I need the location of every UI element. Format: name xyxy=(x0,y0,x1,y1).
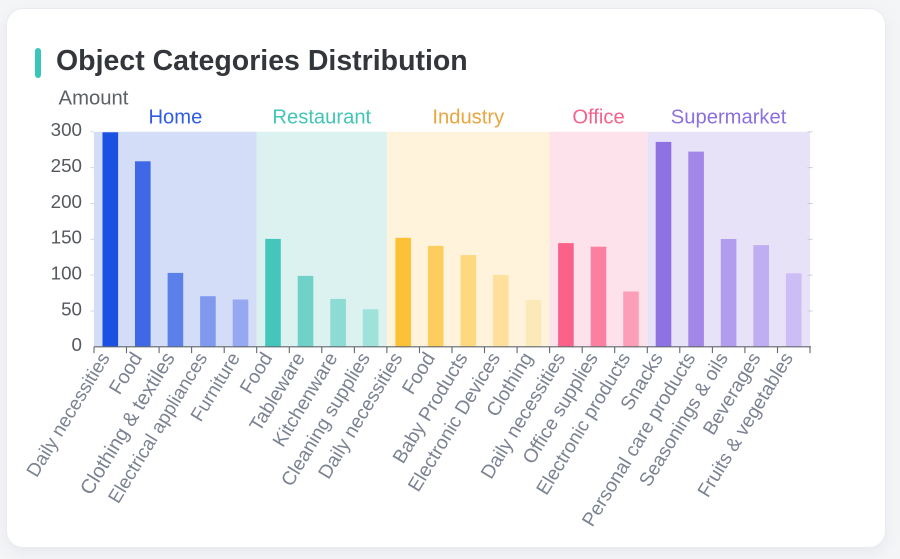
svg-text:300: 300 xyxy=(51,119,82,140)
svg-text:150: 150 xyxy=(51,227,82,248)
svg-text:Industry: Industry xyxy=(432,107,505,129)
svg-text:Amount: Amount xyxy=(59,88,129,110)
svg-text:50: 50 xyxy=(61,298,82,319)
svg-text:Office: Office xyxy=(572,107,624,129)
svg-text:0: 0 xyxy=(72,334,82,355)
svg-text:200: 200 xyxy=(51,191,82,212)
svg-text:250: 250 xyxy=(51,155,82,176)
svg-text:100: 100 xyxy=(51,262,82,283)
svg-text:Restaurant: Restaurant xyxy=(272,107,371,129)
svg-text:Home: Home xyxy=(148,107,202,129)
svg-text:Supermarket: Supermarket xyxy=(671,107,787,129)
